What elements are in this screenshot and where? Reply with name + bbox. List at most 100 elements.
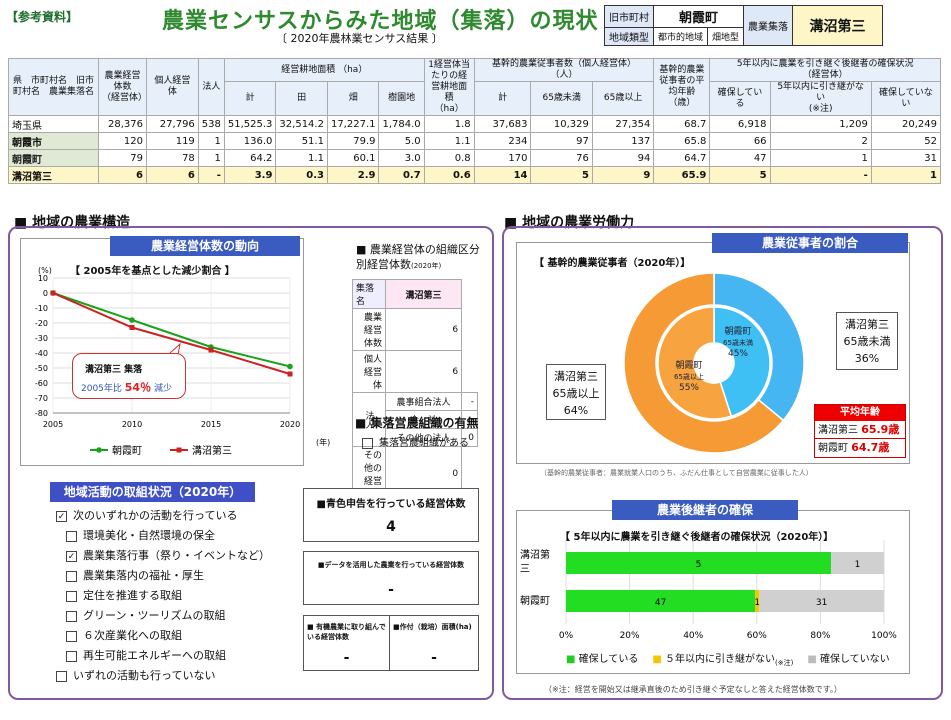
table-cell: 20,249 (870, 115, 942, 133)
activity-item: 環境美化・自然環境の保全 (56, 526, 296, 546)
x-tick: 2010 (122, 420, 142, 429)
table-cell: 65.8 (653, 132, 711, 150)
activity-checkbox[interactable] (66, 650, 77, 662)
table-cell: 1 (197, 149, 225, 167)
x-tick: 80% (810, 631, 830, 641)
th-ta: 田 (275, 81, 328, 116)
activity-checkbox[interactable]: ✓ (66, 550, 77, 562)
bar-segment (759, 590, 884, 612)
activity-item: いずれの活動も行っていない (56, 666, 296, 686)
activity-item: ✓ 農業集落行事（祭り・イベントなど） (56, 546, 296, 566)
data-point (129, 317, 135, 323)
y-tick: -40 (35, 349, 48, 358)
table-cell: 119 (146, 132, 199, 150)
table-cell: 28,376 (98, 115, 147, 133)
legend-label: 溝沼第三 (192, 444, 232, 457)
row-name: 朝霞町 (8, 149, 99, 167)
activity-label: 農業集落行事（祭り・イベントなど） (83, 549, 270, 562)
avg1-label: 溝沼第三 (818, 425, 858, 436)
table-cell: 97 (530, 132, 593, 150)
legend-mikakuho: ■ 確保していない (807, 654, 890, 665)
table-cell: 14 (473, 166, 532, 184)
y-tick: -20 (35, 319, 48, 328)
table-cell: 234 (473, 132, 532, 150)
shuraku-item: 集落営農組織がある (362, 434, 469, 449)
th-hojin: 法人 (197, 58, 225, 116)
callout-name: 溝沼第三 集落 (85, 365, 143, 375)
th-workers: 基幹的農業従事者数（個人経営体） （人） (473, 58, 655, 82)
th-units: 農業経営体数 （経営体） (98, 58, 147, 116)
blue-return-value: 4 (386, 519, 396, 535)
line-chart-title: 【 2005年を基点とした減少割合 】 (70, 266, 235, 277)
table-cell: 51,525.3 (223, 115, 277, 133)
bar-label: 47 (655, 598, 666, 608)
blue-return-title: ■青色申告を行っている経営体数 (316, 499, 466, 510)
table-cell: 120 (98, 132, 147, 150)
org-row-value: - (461, 392, 478, 411)
bar-segment (566, 552, 831, 574)
x-unit: (年) (316, 438, 331, 447)
table-cell: 51.1 (275, 132, 328, 150)
table-cell: - (769, 166, 872, 184)
table-cell: 0.7 (378, 166, 425, 184)
th-juen: 樹園地 (378, 81, 425, 116)
legend-hikitsuganai: ■ ５年以内に引き継がない(※注) (652, 654, 794, 667)
table-cell: 37,683 (473, 115, 532, 133)
table-cell: 52 (870, 132, 942, 150)
table-row: 朝霞町 79 78 1 64.2 1.1 60.1 3.0 0.8 170 76 94 64.7 47 1 3… (8, 149, 942, 167)
org-hdr: 集落名 (352, 279, 386, 309)
reference-label: 【参考資料】 (6, 10, 79, 24)
pie-inner-label: 朝霞町 (675, 360, 702, 371)
x-tick: 2005 (43, 420, 63, 429)
org-row-label: 農事組合法人 (384, 392, 463, 411)
table-cell: 170 (473, 149, 532, 167)
x-tick: 0% (559, 631, 574, 641)
region-type-label: 地域類型 (604, 27, 654, 46)
activity-checkbox[interactable] (66, 590, 77, 602)
activity-checkbox[interactable] (66, 610, 77, 622)
activity-item: 定住を推進する取組 (56, 586, 296, 606)
table-cell: 79 (98, 149, 147, 167)
org-row-value: 0 (461, 428, 478, 447)
shuraku-checkbox[interactable] (362, 437, 373, 449)
table-cell: 1 (197, 132, 225, 150)
organic-value: - (343, 650, 350, 666)
y-tick: -30 (35, 334, 48, 343)
table-cell: 1.1 (423, 132, 475, 150)
th-s3: 確保していない (870, 81, 942, 116)
table-cell: 94 (591, 149, 655, 167)
pie-inner-label: 55% (679, 383, 699, 393)
org-table: 集落名 溝沼第三 農業経営体数 6 個人経営体 6 法人 農事組合法人 - 会 社 - その他の法人… (352, 279, 478, 502)
succ-header: 農業後継者の確保 (612, 500, 798, 520)
th-succ: 5年以内に農業を引き継ぐ後継者の確保状況 （経営体） (709, 58, 941, 82)
table-cell: 1.8 (423, 115, 475, 133)
activity-label: グリーン・ツーリズムの取組 (83, 609, 226, 622)
pie-inner-label: 45% (728, 349, 748, 359)
left-panel (8, 226, 494, 700)
activity-checkbox[interactable] (66, 630, 77, 642)
table-cell: 5.0 (378, 132, 425, 150)
succ-bar-chart: 0% 20% 40% 60% 80% 100% 溝沼第三 5 1 朝霞町 47 1 31 (520, 540, 897, 641)
activity-checkbox[interactable] (56, 670, 67, 682)
table-cell: 65.9 (653, 166, 711, 184)
activity-item: 農業集落内の福祉・厚生 (56, 566, 296, 586)
activity-checkbox[interactable] (66, 530, 77, 542)
table-cell: 47 (709, 149, 771, 167)
activity-checkbox[interactable]: ✓ (56, 510, 67, 522)
table-cell: 78 (146, 149, 199, 167)
succ-title: 【 5年以内に農業を引き継ぐ後継者の確保状況（2020年）】 (560, 532, 834, 543)
bar-segment (755, 590, 760, 612)
activity-checkbox[interactable] (66, 570, 77, 582)
shuraku-title: ■ 集落営農組織の有無 (355, 416, 479, 430)
region-type-1: 都市的地域 (652, 27, 709, 46)
data-point (287, 363, 293, 370)
old-muni-label: 旧市町村 (604, 5, 654, 28)
activity-label: 次のいずれかの活動を行っている (73, 509, 238, 522)
table-cell: 10,329 (530, 115, 593, 133)
x-tick: 100% (871, 631, 897, 641)
table-cell: 136.0 (223, 132, 277, 150)
pie-note: （基幹的農業従事者：農業就業人口のうち、ふだん仕事として自営農業に従事した人） (540, 469, 813, 477)
activity-label: 農業集落内の福祉・厚生 (83, 569, 204, 582)
avg2-label: 朝霞町 (818, 443, 848, 454)
